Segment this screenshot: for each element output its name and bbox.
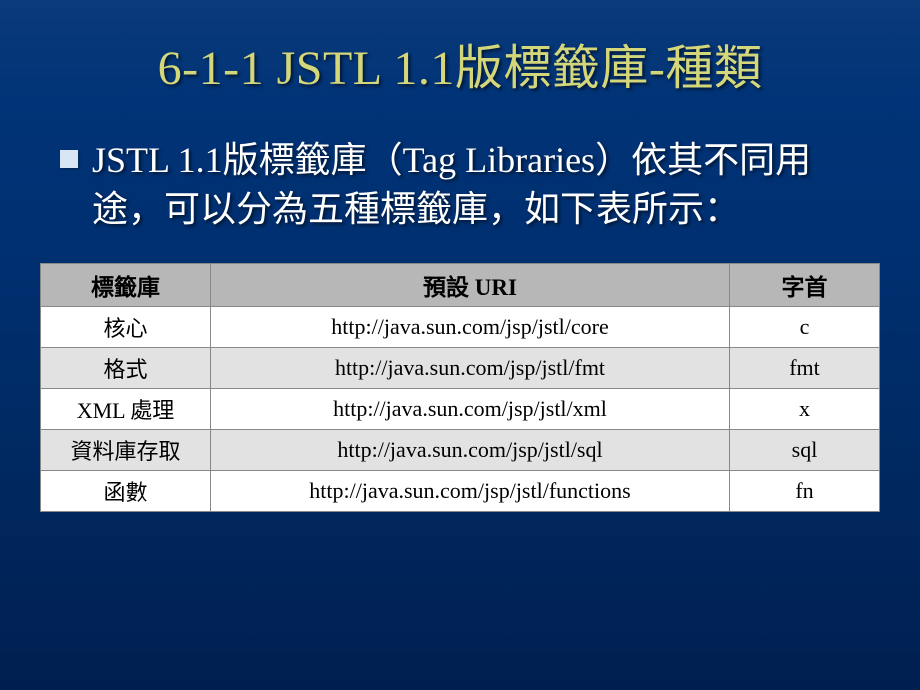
table-row: 核心 http://java.sun.com/jsp/jstl/core c [41,307,880,348]
header-uri: 預設 URI [211,264,730,307]
header-library: 標籤庫 [41,264,211,307]
content-area: JSTL 1.1版標籤庫（Tag Libraries）依其不同用途，可以分為五種… [0,116,920,233]
cell-uri: http://java.sun.com/jsp/jstl/functions [211,471,730,512]
square-bullet-icon [60,150,78,168]
cell-prefix: c [730,307,880,348]
cell-prefix: x [730,389,880,430]
cell-uri: http://java.sun.com/jsp/jstl/xml [211,389,730,430]
slide-title: 6-1-1 JSTL 1.1版標籤庫-種類 [0,0,920,116]
cell-uri: http://java.sun.com/jsp/jstl/sql [211,430,730,471]
slide: 6-1-1 JSTL 1.1版標籤庫-種類 JSTL 1.1版標籤庫（Tag L… [0,0,920,690]
tag-library-table: 標籤庫 預設 URI 字首 核心 http://java.sun.com/jsp… [40,263,880,512]
header-prefix: 字首 [730,264,880,307]
table-row: 格式 http://java.sun.com/jsp/jstl/fmt fmt [41,348,880,389]
cell-library: 核心 [41,307,211,348]
table-container: 標籤庫 預設 URI 字首 核心 http://java.sun.com/jsp… [40,263,880,512]
table-row: XML 處理 http://java.sun.com/jsp/jstl/xml … [41,389,880,430]
cell-uri: http://java.sun.com/jsp/jstl/core [211,307,730,348]
table-header-row: 標籤庫 預設 URI 字首 [41,264,880,307]
table-row: 函數 http://java.sun.com/jsp/jstl/function… [41,471,880,512]
cell-prefix: sql [730,430,880,471]
cell-library: 資料庫存取 [41,430,211,471]
cell-library: XML 處理 [41,389,211,430]
cell-library: 函數 [41,471,211,512]
cell-prefix: fn [730,471,880,512]
cell-prefix: fmt [730,348,880,389]
cell-uri: http://java.sun.com/jsp/jstl/fmt [211,348,730,389]
bullet-text: JSTL 1.1版標籤庫（Tag Libraries）依其不同用途，可以分為五種… [92,136,860,233]
table-row: 資料庫存取 http://java.sun.com/jsp/jstl/sql s… [41,430,880,471]
cell-library: 格式 [41,348,211,389]
bullet-item: JSTL 1.1版標籤庫（Tag Libraries）依其不同用途，可以分為五種… [60,136,860,233]
